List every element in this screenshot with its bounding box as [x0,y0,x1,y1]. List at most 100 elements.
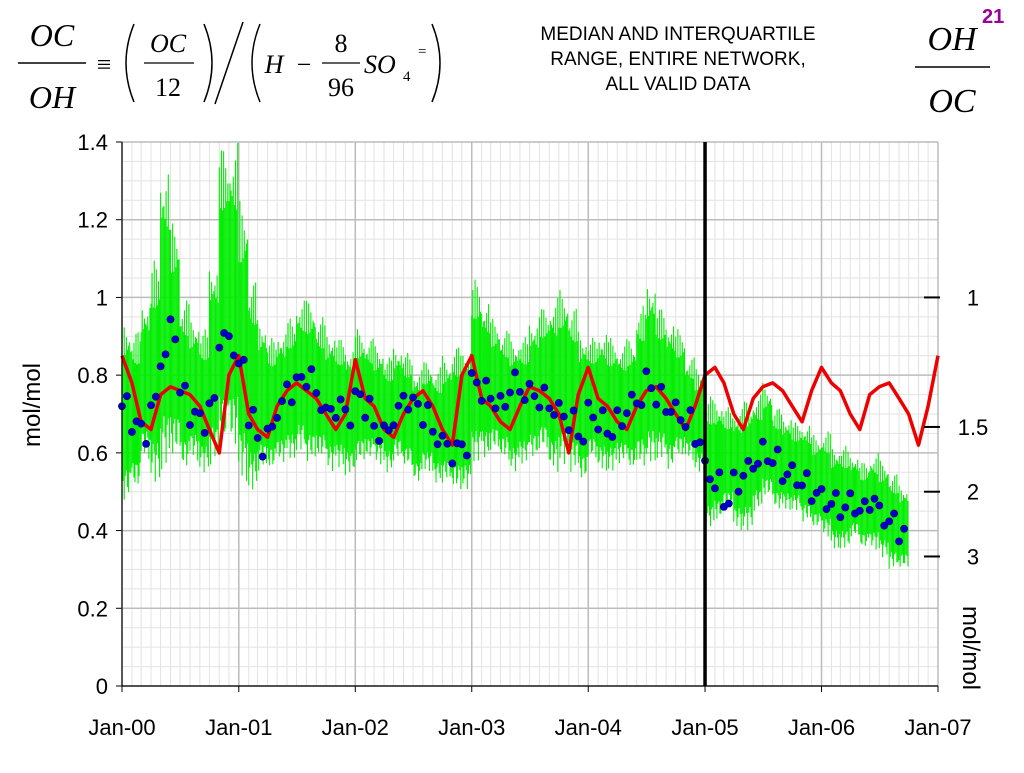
median-dot [860,497,869,506]
median-dot [419,421,427,429]
median-dot [302,382,311,391]
median-dot [496,391,505,400]
median-dot [817,485,826,493]
median-dot [123,392,131,401]
formula-f2-denominator: 96 [328,73,354,102]
median-dot [589,413,598,422]
formula-paren-close-1 [203,23,213,103]
median-dot [516,387,524,396]
x-tick-label: Jan-02 [322,715,389,740]
x-tick-label: Jan-03 [438,715,505,740]
median-dot [559,412,568,421]
median-dot [268,422,277,431]
median-dot [137,419,146,428]
formula-paren-close-2 [431,23,441,103]
secondary-tick-label: 1.5 [958,415,989,440]
y-tick-label: 0.4 [77,519,108,544]
median-dot [457,440,466,449]
y-tick-label: 1 [96,285,108,310]
median-dot [744,457,753,465]
median-dot [671,398,680,407]
median-dot [822,505,831,514]
median-dot [569,406,578,415]
median-dot [584,398,593,407]
y-tick-label: 0 [96,674,108,699]
median-dot [433,440,442,449]
x-tick-label: Jan-00 [88,715,155,740]
median-dot [627,390,636,399]
secondary-axis: 1 1.5 2 3 [924,285,988,569]
median-dot [564,426,573,435]
y-tick-label: 1.4 [77,130,108,155]
median-dot [758,437,767,446]
median-dot [156,362,165,371]
median-dot [696,438,704,447]
y-tick-label: 0.2 [77,596,108,621]
median-dot [181,381,189,390]
median-dot [258,452,267,461]
median-dot [749,464,758,473]
median-dot [365,394,374,403]
median-dot [739,471,748,480]
median-dot [890,509,899,518]
formula-right: OH OC [915,21,990,120]
x-tick-labels: Jan-00 Jan-01 Jan-02 Jan-03 Jan-04 Jan-05 Jan-… [88,715,971,740]
median-dot [215,343,224,352]
median-dot [331,413,340,422]
formula-lhs-numerator: OC [30,17,75,53]
median-dot [448,459,457,468]
formula-f1-denominator: 12 [155,73,181,102]
median-dot [166,315,175,324]
x-tick-label: Jan-06 [788,715,855,740]
median-dot [389,421,398,430]
median-dot [394,401,403,410]
median-dot [525,379,534,388]
median-dot [807,497,816,506]
median-dot [283,380,291,389]
median-dot [802,469,811,478]
formula-right-denominator: OC [928,83,976,120]
median-dot [482,376,491,385]
median-dot [783,470,792,479]
median-dot [715,468,724,477]
median-dot [652,400,661,409]
median-dot [530,392,539,401]
median-dot [361,413,370,422]
median-dot [711,484,719,493]
median-dot [880,521,889,530]
median-dot [239,355,248,364]
median-dot [297,373,306,381]
median-dot [885,517,894,526]
secondary-tick-label: 2 [967,480,979,505]
formula-equiv: ≡ [97,50,112,79]
median-dot [550,411,558,419]
median-dot [414,400,422,408]
median-dot [205,399,214,408]
x-tick-label: Jan-01 [205,715,272,740]
median-dot [841,503,850,512]
formula-minus: − [297,50,312,79]
formula-division-slash [214,21,244,105]
median-dot [647,384,656,393]
median-dot [370,421,379,430]
formula-paren-open-1 [125,23,135,103]
median-dot [540,383,549,392]
title-line: MEDIAN AND INTERQUARTILE [540,24,816,45]
y-tick-label: 0.6 [77,441,108,466]
median-dot [200,429,209,437]
median-dot [356,390,365,399]
axes [121,142,938,687]
median-dot [195,409,204,418]
median-dot [147,401,155,410]
median-dot [579,437,588,446]
median-dot [724,499,733,508]
median-dot [273,413,281,422]
median-dot [409,393,417,402]
median-dot [754,459,762,468]
median-dot [768,459,777,468]
median-dot [278,397,286,406]
median-dot [836,513,845,522]
median-dot [399,391,408,400]
secondary-tick-label: 1 [967,285,979,310]
